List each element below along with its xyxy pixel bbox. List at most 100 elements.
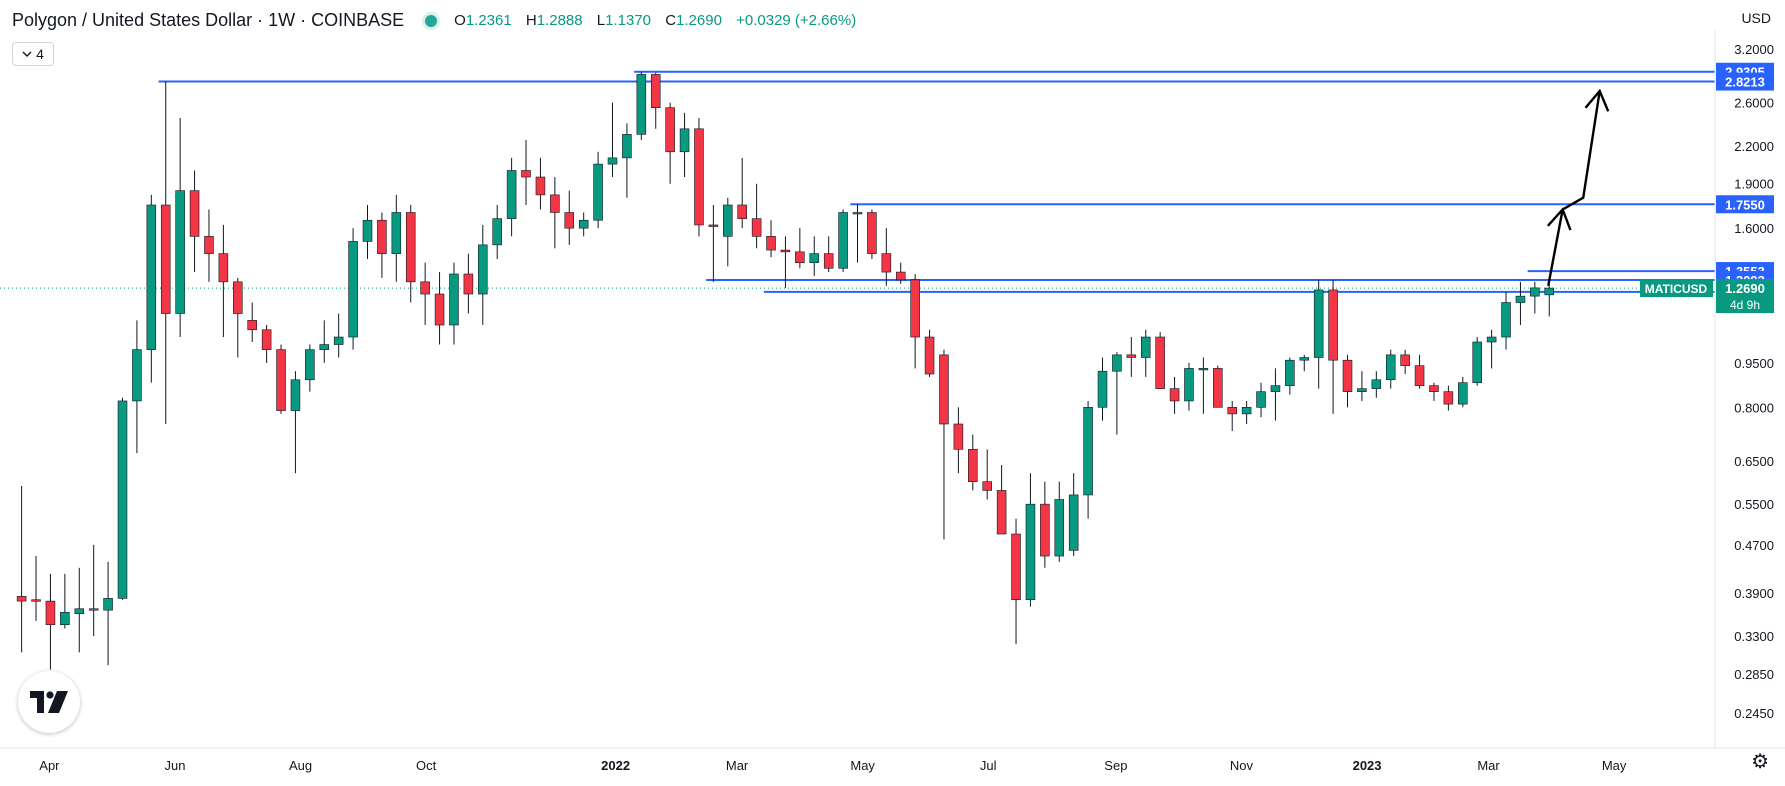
candle-body: [895, 271, 906, 281]
candle-body: [694, 128, 704, 226]
candle-body: [1400, 354, 1410, 366]
candle-body: [305, 349, 315, 381]
candle-body: [1097, 370, 1108, 408]
candle-body: [1357, 388, 1367, 392]
candle-body: [16, 596, 27, 602]
x-tick-label: Sep: [1104, 758, 1127, 773]
candle-body: [218, 253, 229, 283]
candle-body: [521, 170, 531, 178]
candle-body: [607, 157, 618, 165]
candle-body: [420, 281, 430, 295]
y-tick-label: 2.2000: [1734, 139, 1774, 154]
candle-body: [1544, 287, 1555, 296]
candle-body: [160, 204, 171, 314]
candle-body: [1198, 368, 1209, 371]
indicator-count: 4: [36, 46, 44, 62]
candle-body: [1385, 354, 1396, 381]
candle-body: [1530, 287, 1540, 297]
symbol-tag: MATICUSD: [1645, 282, 1708, 296]
indicators-toggle-button[interactable]: 4: [12, 42, 54, 66]
candle-body: [823, 253, 834, 269]
candle-body: [60, 611, 70, 626]
y-tick-label: 0.4700: [1734, 538, 1774, 553]
candle-body: [1068, 494, 1079, 551]
x-tick-label: Oct: [416, 758, 437, 773]
candle-body: [1112, 354, 1122, 372]
x-tick-label: 2023: [1353, 758, 1382, 773]
x-tick-label: Apr: [39, 758, 60, 773]
symbol-tag-bg: [1640, 279, 1713, 298]
open-label: O: [454, 12, 466, 29]
candle-body: [1285, 359, 1295, 386]
y-tick-label: 1.9000: [1734, 177, 1774, 192]
candle-body: [103, 598, 113, 611]
x-tick-label: Jun: [165, 758, 186, 773]
candle-body: [175, 190, 185, 314]
candle-body: [550, 194, 560, 213]
close-value: 1.2690: [676, 12, 722, 29]
projection-arrowhead: [1584, 88, 1610, 112]
candle-body: [1126, 354, 1137, 358]
candle-body: [910, 279, 920, 338]
candle-body: [132, 349, 142, 402]
y-tick-label: 0.2850: [1734, 667, 1774, 682]
candle-body: [276, 349, 286, 411]
candle-body: [953, 423, 964, 450]
y-tick-label: 0.2450: [1734, 706, 1774, 721]
x-tick-label: May: [850, 758, 875, 773]
candle-body: [1227, 407, 1237, 415]
x-tick-label: Jul: [980, 758, 997, 773]
tradingview-logo[interactable]: [18, 671, 80, 733]
x-tick-label: Aug: [289, 758, 312, 773]
candle-body: [636, 74, 647, 135]
high-label: H: [525, 12, 537, 29]
gear-icon[interactable]: ⚙: [1751, 751, 1769, 773]
candle-body: [290, 379, 301, 411]
candle-body: [1371, 379, 1382, 389]
candle-body: [377, 219, 387, 254]
change-value: +0.0329 (+2.66%): [736, 12, 857, 29]
symbol-title[interactable]: Polygon / United States Dollar · 1W · CO…: [12, 10, 405, 30]
currency-selector[interactable]: USD: [1741, 10, 1771, 26]
candle-body: [1213, 368, 1223, 408]
candle-body: [1414, 365, 1425, 386]
candle-body: [1342, 359, 1353, 392]
candle-body: [405, 212, 416, 283]
candle-body: [478, 244, 488, 295]
x-tick-label: Mar: [1477, 758, 1500, 773]
candle-body: [809, 253, 820, 263]
candle-body: [1429, 385, 1439, 392]
candle-body: [867, 212, 877, 254]
candle-body: [939, 354, 949, 425]
candle-body: [852, 212, 863, 215]
candle-body: [88, 608, 99, 611]
candle-body: [391, 212, 402, 254]
candle-body: [189, 190, 200, 237]
x-tick-label: Nov: [1230, 758, 1254, 773]
level-price-tag: 2.8213: [1725, 75, 1765, 90]
candle-body: [1083, 407, 1093, 496]
countdown-label: 4d 9h: [1730, 298, 1760, 312]
candle-body: [362, 219, 373, 242]
candle-body: [881, 253, 892, 273]
candle-body: [1501, 302, 1511, 338]
x-tick-label: May: [1602, 758, 1627, 773]
candle-body: [766, 236, 776, 251]
tradingview-logo-icon: [30, 691, 68, 713]
candle-body: [74, 608, 85, 615]
candle-body: [996, 490, 1007, 535]
close-label: C: [665, 12, 677, 29]
candle-body: [1040, 503, 1050, 557]
y-tick-label: 0.5500: [1734, 497, 1774, 512]
candle-body: [1328, 289, 1338, 361]
market-status-icon[interactable]: [422, 11, 441, 30]
y-tick-label: 3.2000: [1734, 42, 1774, 57]
candle-body: [1256, 391, 1266, 408]
candle-body: [233, 281, 243, 314]
level-price-tag-bg: [1716, 72, 1774, 91]
candle-body: [1169, 388, 1180, 402]
candle-body: [650, 74, 661, 108]
low-label: L: [596, 12, 606, 29]
candle-body: [1458, 382, 1468, 405]
